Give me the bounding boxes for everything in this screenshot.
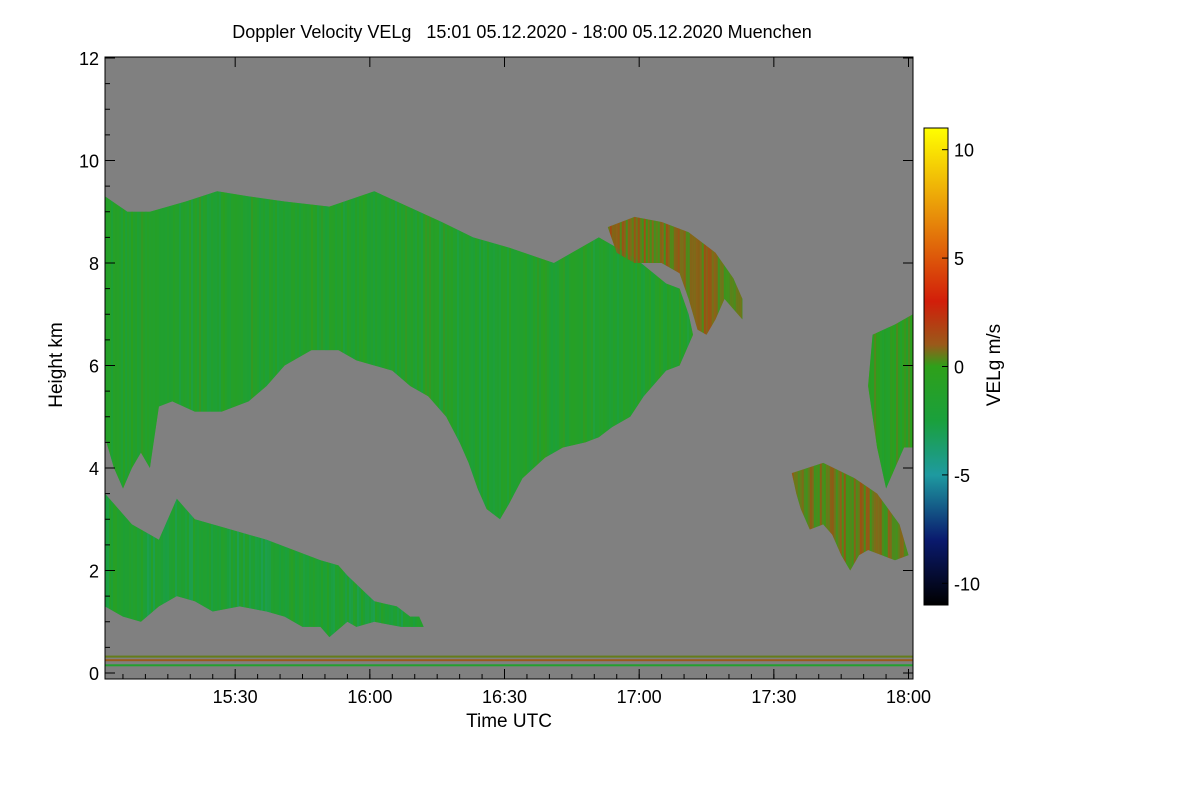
x-tick-label: 16:00	[347, 687, 392, 707]
colorbar-tick-label: 5	[954, 249, 964, 269]
ground-band-1	[105, 659, 913, 662]
colorbar-tick-label: -10	[954, 574, 980, 594]
x-tick-label: 17:30	[751, 687, 796, 707]
plot-frame	[104, 56, 914, 680]
colorbar	[923, 127, 949, 606]
y-tick-label: 0	[89, 664, 99, 684]
x-tick-label: 18:00	[886, 687, 931, 707]
y-tick-label: 12	[79, 49, 99, 69]
colorbar-tick-label: 10	[954, 141, 974, 161]
colorbar-label: VELg m/s	[984, 324, 1005, 406]
y-tick-label: 4	[89, 459, 99, 479]
x-tick-label: 17:00	[617, 687, 662, 707]
x-axis: 15:30 16:00 16:30 17:00 17:30 18:00	[122, 57, 931, 707]
x-tick-label: 16:30	[482, 687, 527, 707]
colorbar-tick-label: -5	[954, 466, 970, 486]
x-tick-label: 15:30	[213, 687, 258, 707]
near-ground-bands	[105, 655, 913, 667]
y-axis: 0 2 4 6 8 10 12	[79, 49, 913, 684]
y-tick-label: 2	[89, 562, 99, 582]
ground-band-2	[105, 655, 913, 658]
echo-streaks-upper-cloud-west	[105, 191, 693, 520]
colorbar-ticks: 10 5 0 -5 -10	[942, 141, 980, 594]
colorbar-tick-label: 0	[954, 358, 964, 378]
y-tick-label: 8	[89, 254, 99, 274]
chart-title: Doppler Velocity VELg 15:01 05.12.2020 -…	[232, 22, 811, 42]
x-axis-label: Time UTC	[466, 711, 552, 732]
y-tick-label: 6	[89, 357, 99, 377]
ground-band-0	[105, 664, 913, 667]
y-axis-label: Height km	[46, 322, 67, 408]
y-tick-label: 10	[79, 152, 99, 172]
